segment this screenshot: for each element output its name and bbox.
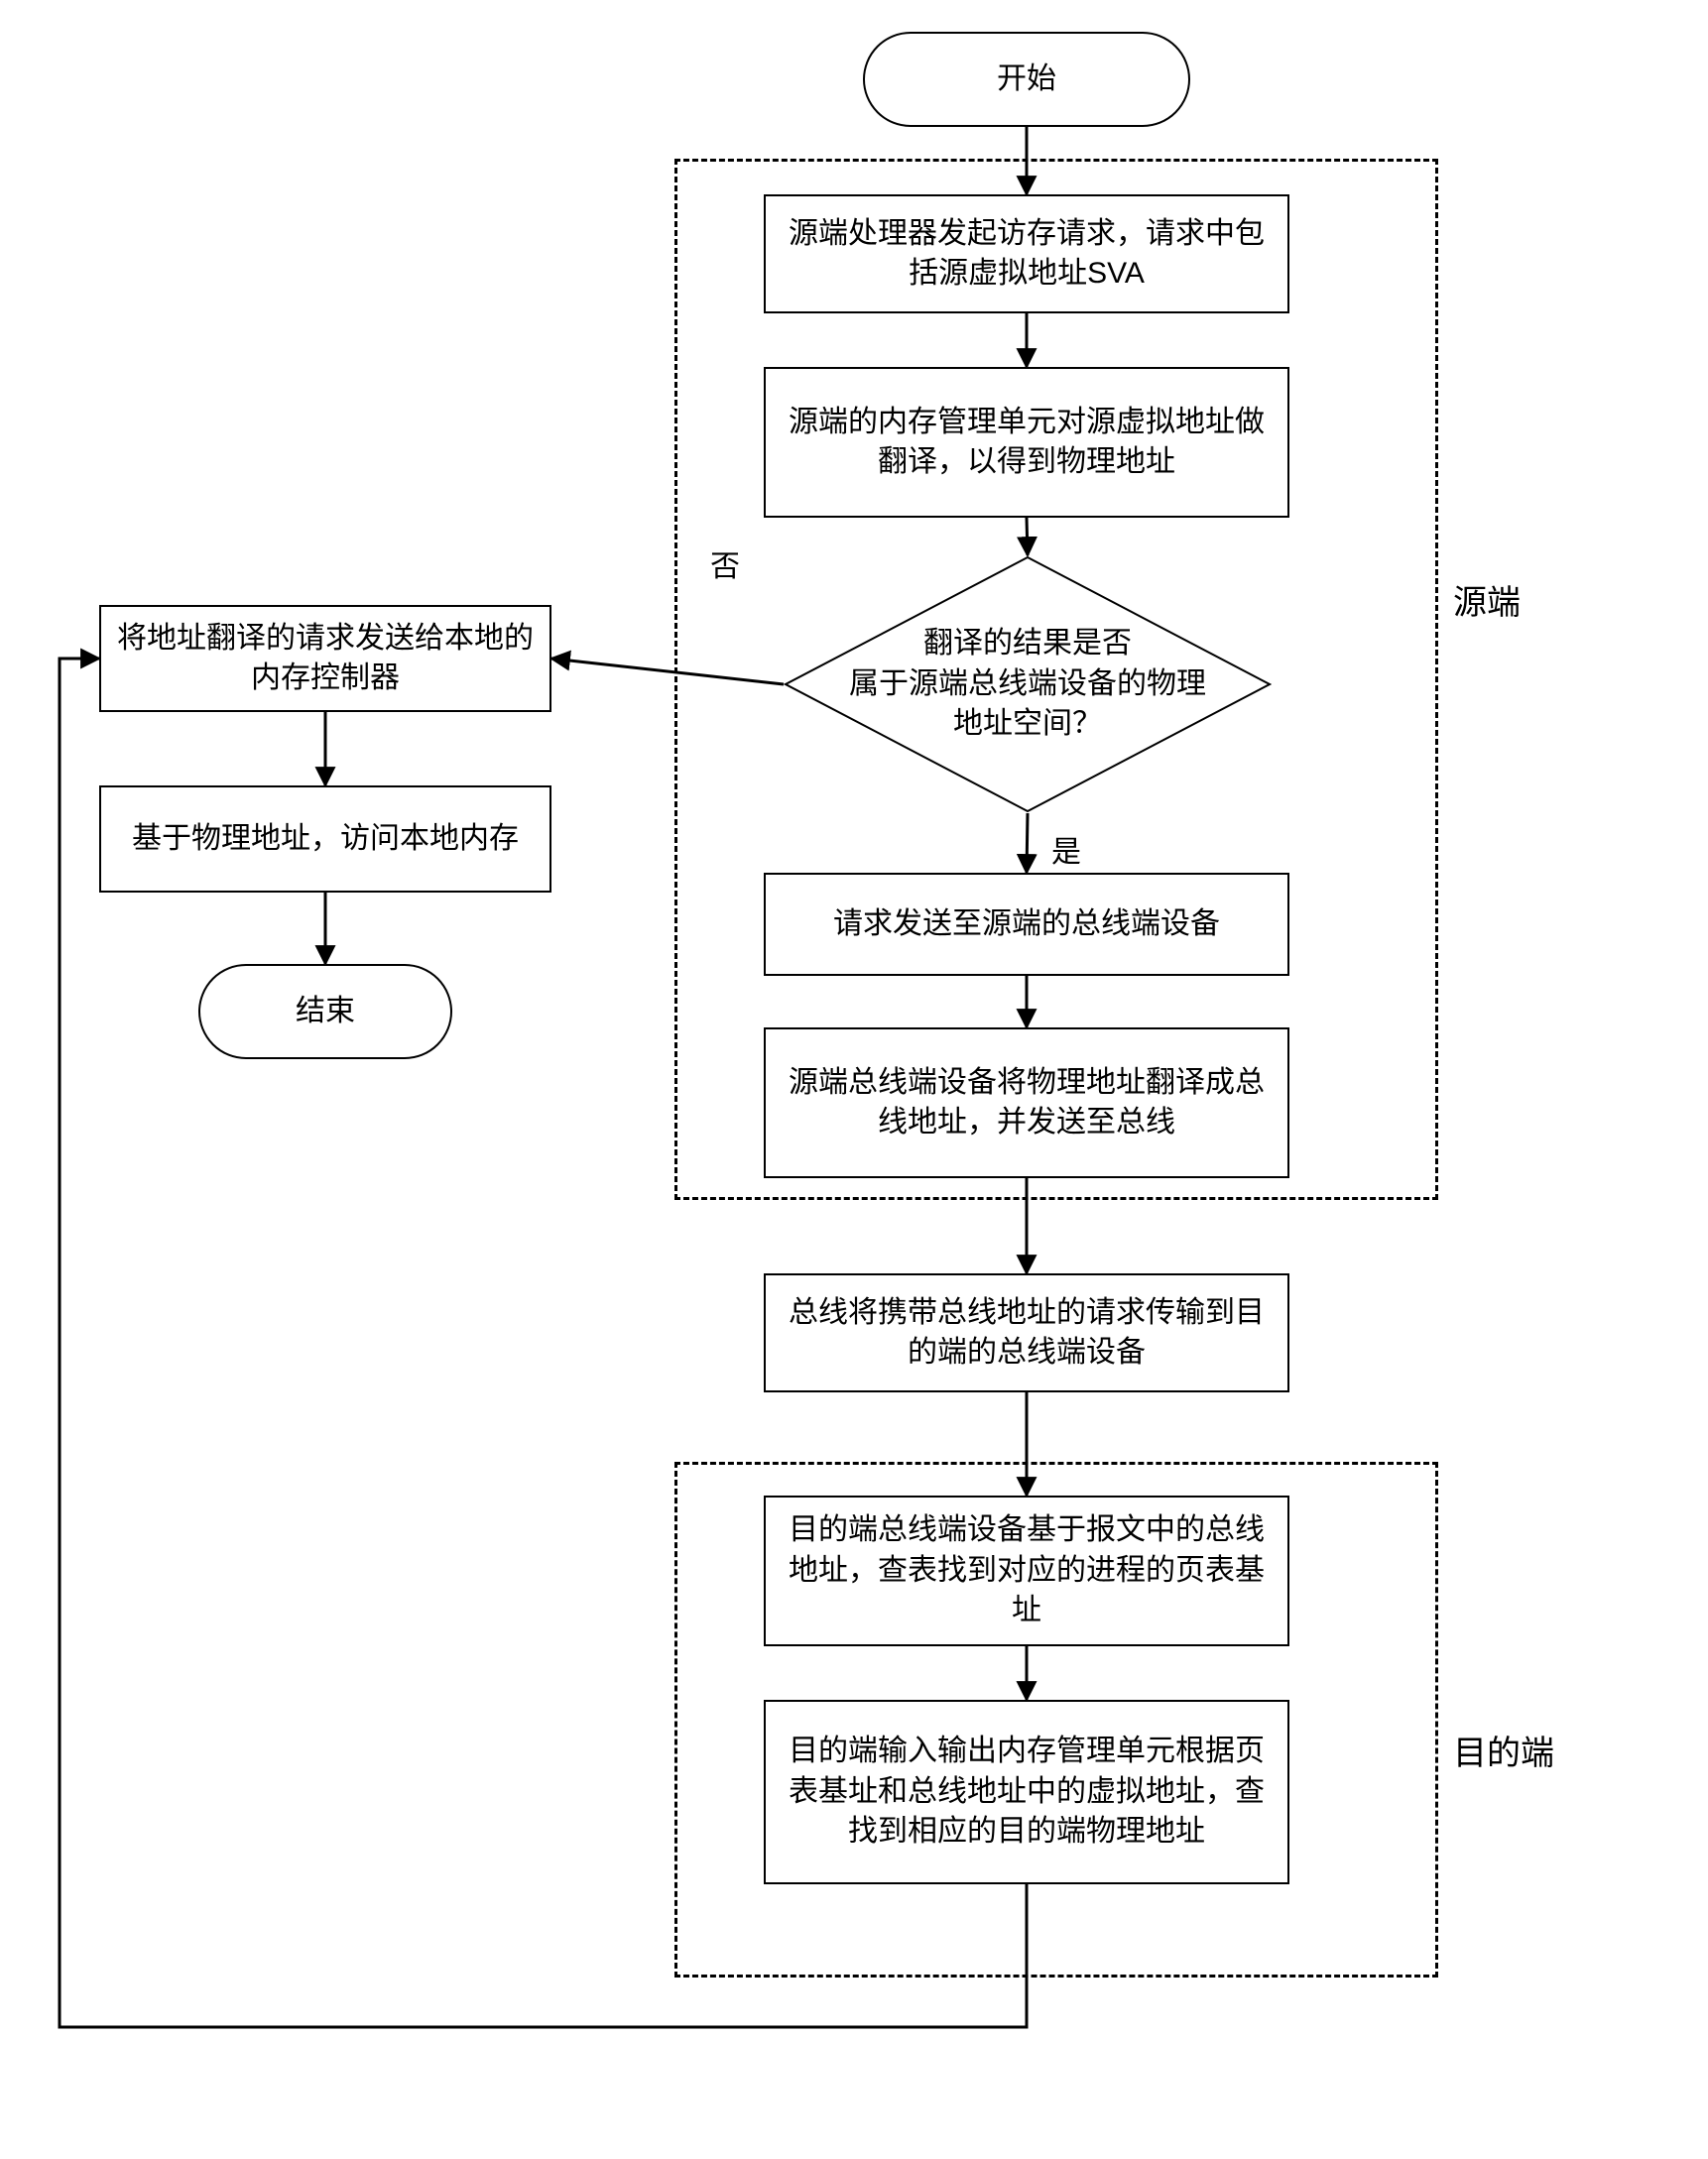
terminator-start: 开始 [863,32,1190,127]
process-n4: 源端总线端设备将物理地址翻译成总线地址，并发送至总线 [764,1027,1289,1178]
decision-text-d1: 翻译的结果是否属于源端总线端设备的物理地址空间？ [841,624,1214,745]
decision-d1: 翻译的结果是否属于源端总线端设备的物理地址空间？ [784,555,1272,813]
region-label-source: 源端 [1453,575,1521,624]
edge-label-yes: 是 [1051,827,1081,871]
process-n7: 目的端输入输出内存管理单元根据页表基址和总线地址中的虚拟地址，查找到相应的目的端… [764,1700,1289,1884]
process-l1: 将地址翻译的请求发送给本地的内存控制器 [99,605,551,712]
terminator-end: 结束 [198,964,452,1059]
region-label-dest: 目的端 [1453,1726,1554,1774]
process-n6: 目的端总线端设备基于报文中的总线地址，查表找到对应的进程的页表基址 [764,1496,1289,1646]
process-n3: 请求发送至源端的总线端设备 [764,873,1289,976]
flowchart-canvas: 源端目的端 开始源端处理器发起访存请求，请求中包括源虚拟地址SVA 源端的内存管理单… [0,0,1708,2159]
process-n1: 源端处理器发起访存请求，请求中包括源虚拟地址SVA [764,194,1289,313]
process-n5: 总线将携带总线地址的请求传输到目的端的总线端设备 [764,1273,1289,1392]
edge-label-no: 否 [710,541,740,585]
process-n2: 源端的内存管理单元对源虚拟地址做翻译，以得到物理地址 [764,367,1289,518]
process-l2: 基于物理地址，访问本地内存 [99,785,551,893]
